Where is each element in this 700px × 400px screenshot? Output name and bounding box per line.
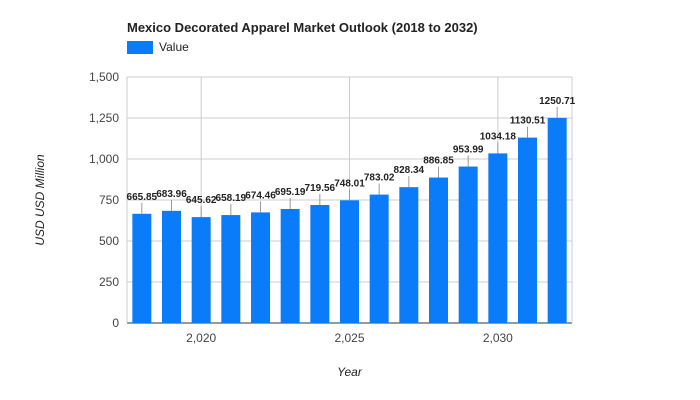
legend-label: Value bbox=[159, 40, 189, 54]
y-tick-label: 0 bbox=[112, 316, 119, 330]
bar bbox=[340, 200, 359, 323]
bar bbox=[547, 117, 567, 323]
x-tick-label: 2,030 bbox=[483, 331, 513, 345]
y-tick-label: 1,250 bbox=[89, 111, 119, 125]
y-tick-label: 500 bbox=[99, 234, 119, 248]
data-label: 719.56 bbox=[305, 183, 336, 194]
bar bbox=[132, 213, 152, 323]
bar bbox=[458, 166, 478, 323]
data-label: 665.85 bbox=[127, 192, 158, 203]
y-axis-title: USD USD Million bbox=[33, 154, 47, 246]
data-label: 783.02 bbox=[364, 173, 395, 184]
data-label: 645.62 bbox=[186, 195, 217, 206]
bar bbox=[369, 194, 389, 323]
bar bbox=[518, 137, 537, 323]
data-label: 683.96 bbox=[156, 189, 187, 200]
data-label: 658.19 bbox=[216, 193, 247, 204]
bar bbox=[191, 217, 211, 323]
y-tick-label: 1,500 bbox=[89, 70, 119, 84]
data-label: 695.19 bbox=[275, 187, 306, 198]
legend-swatch bbox=[127, 40, 153, 54]
data-label: 748.01 bbox=[334, 178, 365, 189]
bar bbox=[429, 177, 448, 323]
bar bbox=[280, 208, 300, 323]
data-label: 886.85 bbox=[423, 156, 454, 167]
y-tick-label: 750 bbox=[99, 193, 119, 207]
y-tick-label: 250 bbox=[99, 275, 119, 289]
x-axis-title: Year bbox=[337, 365, 363, 379]
data-label: 1250.71 bbox=[539, 96, 576, 107]
data-label: 828.34 bbox=[394, 165, 425, 176]
bar bbox=[251, 212, 270, 323]
data-label: 1130.51 bbox=[510, 116, 546, 127]
legend: Value bbox=[127, 40, 189, 54]
bar bbox=[399, 187, 419, 323]
data-label: 674.46 bbox=[245, 190, 276, 201]
x-tick-label: 2,025 bbox=[334, 331, 364, 345]
bar bbox=[310, 204, 330, 323]
chart-title: Mexico Decorated Apparel Market Outlook … bbox=[127, 20, 478, 35]
data-label: 1034.18 bbox=[480, 131, 517, 142]
bar bbox=[162, 210, 181, 323]
x-tick-label: 2,020 bbox=[186, 331, 216, 345]
y-tick-label: 1,000 bbox=[89, 152, 119, 166]
data-label: 953.99 bbox=[453, 145, 484, 156]
bar bbox=[221, 215, 241, 323]
bar bbox=[488, 153, 508, 323]
